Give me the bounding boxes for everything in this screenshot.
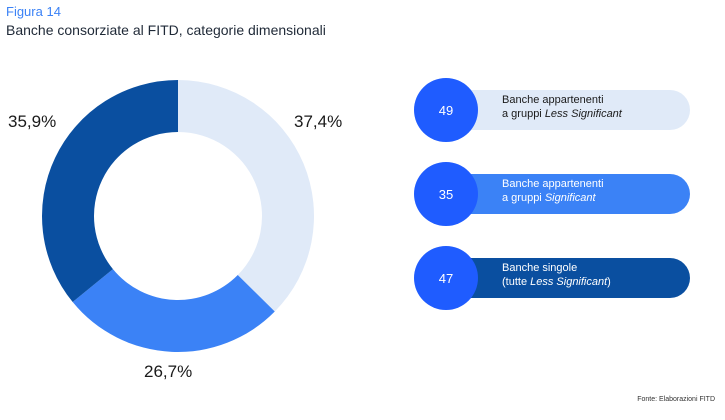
- legend-label-italic: Less Significant: [530, 276, 608, 288]
- legend-label-prefix: (tutte: [502, 276, 531, 288]
- legend-label-line1: Banche appartenenti: [502, 178, 604, 190]
- legend-count-badge: 35: [414, 162, 478, 226]
- donut-chart: [42, 80, 314, 352]
- slice-less-significant-groups: [178, 80, 314, 312]
- data-label-less-significant-groups: 37,4%: [294, 112, 343, 131]
- source-note: Fonte: Elaborazioni FITD: [637, 396, 715, 403]
- legend-label-prefix: a gruppi: [502, 108, 545, 120]
- legend-label-prefix: a gruppi: [502, 192, 545, 204]
- figure-label: Figura 14: [6, 4, 61, 19]
- legend-label-suffix: ): [607, 276, 611, 288]
- legend-label: Banche appartenenti a gruppi Significant: [448, 174, 690, 214]
- legend-item-significant-groups: 35 Banche appartenenti a gruppi Signific…: [414, 162, 690, 226]
- legend-label: Banche singole (tutte Less Significant): [448, 258, 690, 298]
- legend-count-badge: 49: [414, 78, 478, 142]
- data-label-significant-groups: 26,7%: [144, 362, 193, 381]
- legend-label-line1: Banche singole: [502, 262, 578, 274]
- legend-count-badge: 47: [414, 246, 478, 310]
- legend-label-italic: Significant: [544, 192, 596, 204]
- legend-item-less-significant-groups: 49 Banche appartenenti a gruppi Less Sig…: [414, 78, 690, 142]
- legend-label-italic: Less Significant: [544, 108, 622, 120]
- legend-label: Banche appartenenti a gruppi Less Signif…: [448, 90, 690, 130]
- slice-significant-groups: [72, 269, 275, 352]
- slice-single-banks: [42, 80, 179, 303]
- data-label-single-banks: 35,9%: [8, 112, 57, 131]
- legend-label-line1: Banche appartenenti: [502, 94, 604, 106]
- chart-title: Banche consorziate al FITD, categorie di…: [6, 22, 326, 38]
- legend-item-single-banks: 47 Banche singole (tutte Less Significan…: [414, 246, 690, 310]
